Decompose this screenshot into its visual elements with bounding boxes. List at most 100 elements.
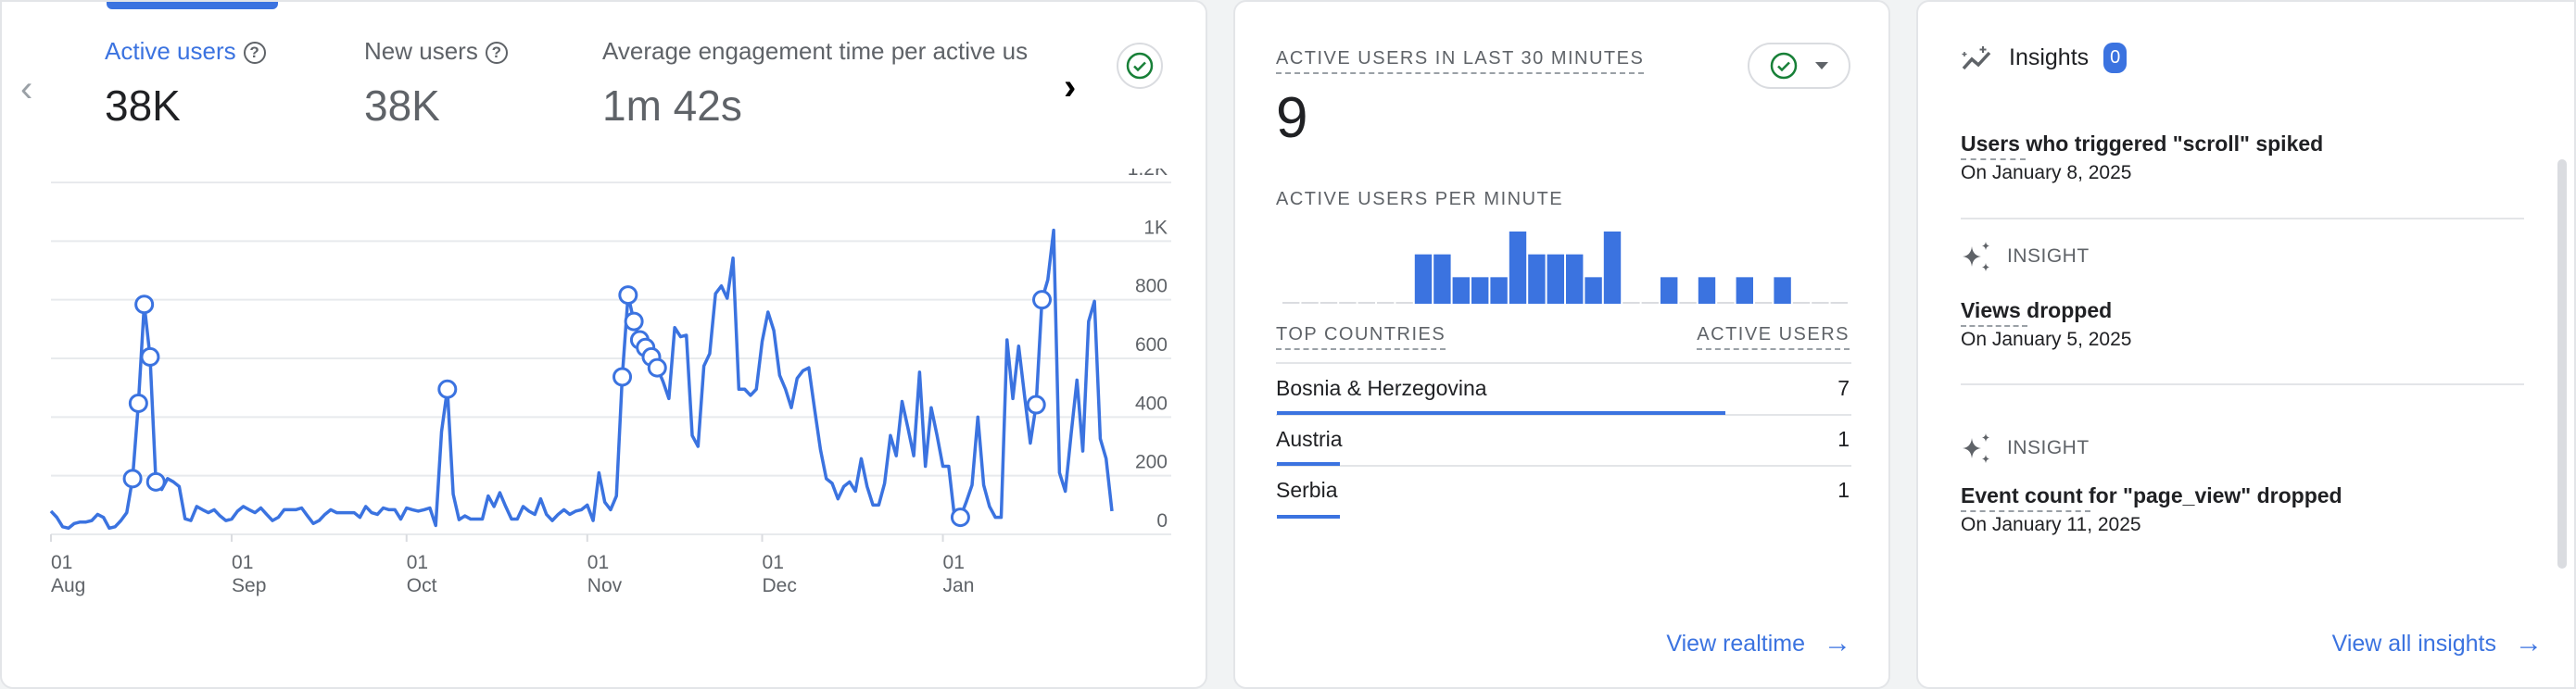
country-name: Austria <box>1276 427 1343 451</box>
insight-date: On January 5, 2025 <box>1961 329 2132 350</box>
country-share-bar <box>1277 462 1341 466</box>
minute-bar[interactable] <box>1774 277 1791 304</box>
minute-bar[interactable] <box>1528 254 1546 304</box>
anomaly-point[interactable] <box>437 379 458 399</box>
minute-bar-empty <box>1679 302 1697 304</box>
insights-count-badge: 0 <box>2103 43 2128 73</box>
country-share-bar <box>1277 411 1726 415</box>
divider <box>1961 383 2524 385</box>
minute-bar[interactable] <box>1585 277 1602 304</box>
caret-down-icon <box>1815 62 1829 69</box>
realtime-card: Active users in last 30 minutes 9 Active… <box>1233 0 1890 689</box>
next-metric-chevron-icon[interactable]: › <box>1064 67 1077 107</box>
insight-item[interactable]: Users who triggered "scroll" spiked On Ja… <box>1961 132 2323 184</box>
x-tick-day: 01 <box>943 552 965 573</box>
x-tick-day: 01 <box>763 552 784 573</box>
realtime-title: Active users in last 30 minutes <box>1276 48 1645 74</box>
country-row[interactable]: Bosnia & Herzegovina 7 <box>1276 365 1851 416</box>
minute-bar[interactable] <box>1509 232 1527 304</box>
insight-title: Users who triggered "scroll" spiked <box>1961 132 2324 156</box>
tab-new-users[interactable]: New users? 38K <box>364 37 508 131</box>
anomaly-point[interactable] <box>647 357 667 378</box>
minute-bar-empty <box>1377 302 1395 304</box>
anomaly-point[interactable] <box>950 507 970 528</box>
active-users-line-chart: 02004006008001K1.2K01Aug01Sep01Oct01Nov0… <box>49 169 1171 596</box>
tab-active-users[interactable]: Active users? 38K <box>105 37 266 131</box>
view-all-insights-link[interactable]: View all insights → <box>2332 628 2543 659</box>
minute-bar-empty <box>1830 302 1848 304</box>
minute-bar-empty <box>1282 302 1300 304</box>
view-realtime-label: View realtime <box>1666 630 1805 657</box>
anomaly-point[interactable] <box>145 471 166 492</box>
minute-bar[interactable] <box>1471 277 1489 304</box>
scrollbar-thumb[interactable] <box>2557 159 2567 569</box>
country-active-users: 7 <box>1837 376 1850 400</box>
anomaly-point[interactable] <box>122 469 143 489</box>
anomaly-point[interactable] <box>624 311 644 332</box>
x-tick-month: Oct <box>407 575 437 596</box>
insight-tag: Insight <box>2007 245 2090 267</box>
anomaly-point[interactable] <box>140 346 160 367</box>
minute-bar[interactable] <box>1547 254 1564 304</box>
anomaly-point[interactable] <box>618 285 638 306</box>
x-tick-month: Sep <box>232 575 266 596</box>
minute-bar[interactable] <box>1736 277 1753 304</box>
anomaly-point[interactable] <box>1032 290 1053 310</box>
minute-bar-empty <box>1395 302 1413 304</box>
insight-item[interactable]: Event count for "page_view" dropped On Ja… <box>1961 483 2342 536</box>
x-tick-day: 01 <box>51 552 72 573</box>
y-tick-label: 400 <box>1135 393 1168 414</box>
view-realtime-link[interactable]: View realtime → <box>1666 628 1851 659</box>
data-quality-dropdown[interactable] <box>1748 43 1850 89</box>
anomaly-point[interactable] <box>1026 395 1046 415</box>
insight-tag: Insight <box>2007 437 2090 458</box>
check-circle-icon <box>1770 52 1797 80</box>
anomaly-point[interactable] <box>128 393 148 413</box>
minute-bar[interactable] <box>1452 277 1470 304</box>
minute-bar[interactable] <box>1414 254 1433 304</box>
minute-bar[interactable] <box>1433 254 1451 304</box>
active-tab-indicator <box>107 2 278 9</box>
minute-bar-empty <box>1641 302 1659 304</box>
minute-bar[interactable] <box>1490 277 1508 304</box>
x-tick-month: Jan <box>943 575 975 596</box>
insight-title: Views dropped <box>1961 298 2113 322</box>
country-name: Serbia <box>1276 478 1338 502</box>
sparkle-icon <box>1963 242 1989 271</box>
help-icon[interactable]: ? <box>485 42 508 64</box>
minute-bar-empty <box>1623 302 1640 304</box>
minute-bar[interactable] <box>1603 232 1622 304</box>
country-name: Bosnia & Herzegovina <box>1276 376 1487 400</box>
minute-bar-empty <box>1717 302 1735 304</box>
minute-bar-empty <box>1812 302 1829 304</box>
per-minute-label: Active users per minute <box>1276 189 1564 209</box>
minute-bar-empty <box>1320 302 1338 304</box>
sparkle-icon <box>1963 433 1989 463</box>
x-tick-day: 01 <box>407 552 428 573</box>
help-icon[interactable]: ? <box>243 42 266 64</box>
insight-date: On January 8, 2025 <box>1961 162 2132 183</box>
metric-label: New users <box>364 37 478 65</box>
minute-bar[interactable] <box>1566 254 1584 304</box>
countries-table: Bosnia & Herzegovina 7 Austria 1 Serbia 1 <box>1276 365 1851 519</box>
x-tick-month: Nov <box>587 575 623 596</box>
insight-title: Event count for "page_view" dropped <box>1961 483 2342 507</box>
metric-value: 38K <box>364 81 440 130</box>
previous-metric-chevron-icon[interactable]: ‹ <box>20 69 33 109</box>
anomaly-point[interactable] <box>134 294 155 315</box>
insight-date: On January 11, 2025 <box>1961 514 2141 535</box>
anomaly-point[interactable] <box>612 367 633 387</box>
insight-item[interactable]: Views dropped On January 5, 2025 <box>1961 298 2131 351</box>
minute-bar[interactable] <box>1698 277 1716 304</box>
data-quality-check-button[interactable] <box>1117 43 1163 89</box>
insights-trend-icon <box>1962 45 1991 69</box>
tab-average-engagement-time[interactable]: Average engagement time per active us 1m… <box>602 37 1028 131</box>
country-row[interactable]: Austria 1 <box>1276 416 1851 467</box>
country-row[interactable]: Serbia 1 <box>1276 467 1851 519</box>
insights-title: Insights <box>2009 44 2090 70</box>
metric-value: 38K <box>105 81 181 130</box>
minute-bar[interactable] <box>1661 277 1678 304</box>
country-share-bar <box>1277 515 1341 519</box>
country-active-users: 1 <box>1837 478 1850 502</box>
x-tick-day: 01 <box>232 552 253 573</box>
